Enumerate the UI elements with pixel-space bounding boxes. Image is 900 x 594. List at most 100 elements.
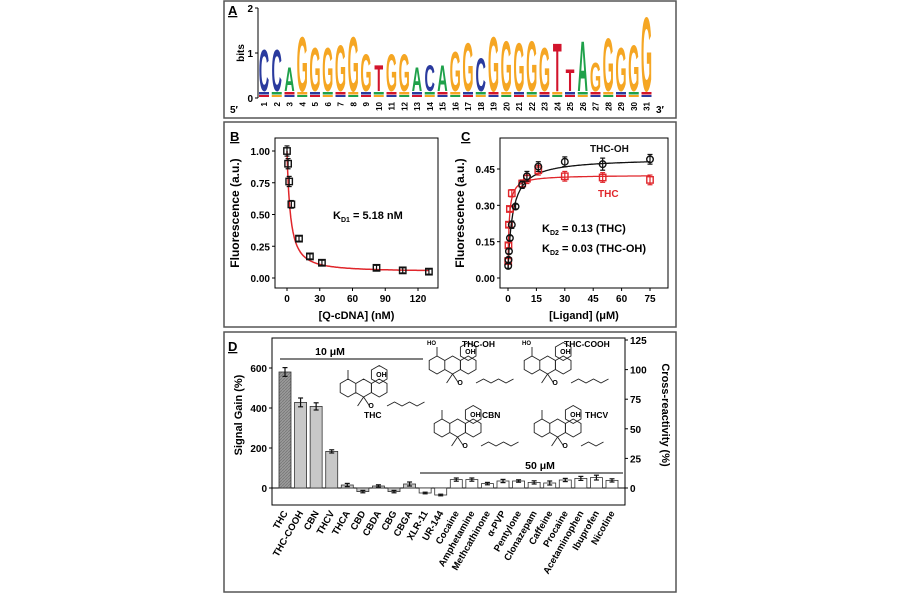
x-tick-label: 0 [284, 294, 290, 305]
logo-letter-G: G [488, 20, 499, 108]
minor-residue [450, 92, 461, 95]
minor-residue [463, 92, 473, 95]
position-label: 9 [362, 101, 371, 106]
minor-residue [437, 95, 448, 97]
data-point [507, 189, 516, 198]
minor-residue [271, 92, 282, 95]
data-point [507, 220, 516, 229]
data-point [425, 267, 433, 276]
data-point [598, 160, 607, 169]
data-point [518, 180, 527, 189]
minor-residue [539, 95, 550, 97]
panel-label-c: C [461, 129, 471, 144]
ring [564, 418, 582, 438]
logo-letter-G: G [539, 34, 550, 104]
minor-residue [361, 95, 371, 97]
y-tick-label: 0.25 [251, 242, 271, 253]
logo-letter-G: G [501, 26, 512, 106]
y2-tick-label: 125 [630, 336, 647, 347]
minor-residue [373, 95, 384, 97]
position-label: 1 [260, 101, 269, 106]
minor-residue [590, 95, 601, 97]
alkyl-chain [570, 378, 609, 384]
minor-residue [297, 92, 308, 95]
logo-letter-G: G [309, 34, 320, 104]
position-label: 6 [324, 101, 333, 106]
structure-THC-COOH: OH O HO THC-COOH [522, 339, 610, 387]
minor-residue [259, 95, 269, 97]
logo-letter-C: C [476, 50, 486, 101]
logo-letter-G: G [615, 34, 626, 104]
y-tick-label: 0.45 [476, 165, 496, 176]
oh-label: OH [570, 412, 581, 419]
minor-residue [335, 92, 346, 95]
position-label: 12 [400, 101, 409, 110]
bond [541, 373, 548, 384]
logo-letter-G: G [603, 24, 614, 107]
data-point [283, 147, 291, 155]
logo-letter-G: G [513, 29, 524, 107]
minor-residue [450, 95, 461, 97]
minor-residue [322, 92, 333, 95]
minor-residue [335, 95, 346, 97]
position-label: 19 [490, 101, 499, 110]
bond [551, 436, 558, 447]
minor-residue [463, 95, 473, 97]
structure-THC-OH: OH O HO THC-OH [427, 339, 514, 387]
alkyl-chain [475, 378, 514, 384]
panel-label-b: B [230, 129, 239, 144]
structure-label: THC-COOH [564, 339, 610, 349]
data-point [372, 263, 381, 272]
minor-residue [297, 95, 308, 97]
minor-residue [322, 95, 333, 97]
minor-residue [603, 95, 614, 97]
minor-residue [603, 92, 614, 95]
minor-residue [641, 92, 652, 95]
x-tick-label: 75 [644, 294, 656, 305]
panel-d-chart: 0 200 400 600 0 25 50 75 100 125 Signal Gain (%) Cr… [233, 336, 671, 576]
minor-residue [514, 95, 524, 97]
data-point [646, 175, 654, 184]
y2-tick-label: 75 [630, 395, 642, 406]
data-point [295, 234, 303, 243]
position-label: 30 [630, 101, 639, 110]
x-tick-label: 60 [616, 294, 628, 305]
structure-THCV: OH O THCV [533, 404, 608, 450]
bond [457, 436, 464, 447]
y2-tick-label: 0 [630, 484, 636, 495]
data-point [505, 234, 514, 243]
panel-label-a: A [228, 3, 238, 18]
data-point [511, 202, 520, 211]
logo-letter-C: C [272, 39, 282, 105]
panel-d-frame [223, 331, 677, 593]
x-axis-label: [Q-cDNA] (nM) [319, 310, 395, 322]
x-tick-label: 0 [505, 294, 511, 305]
minor-residue [437, 92, 448, 95]
o-label: O [552, 380, 558, 387]
data-point [285, 177, 294, 186]
x-tick-label: 90 [380, 294, 392, 305]
data-point [504, 255, 513, 264]
data-point [398, 266, 407, 275]
minor-residue [552, 95, 563, 97]
panel-bc-frame [223, 121, 677, 328]
x-tick-label: 30 [314, 294, 326, 305]
minor-residue [271, 95, 282, 97]
oh-label: OH [465, 349, 476, 356]
bond [452, 373, 459, 384]
kd-annotation: KD1 = 5.18 nM [333, 210, 403, 224]
minor-residue [475, 92, 486, 95]
ring [464, 418, 482, 438]
oh-label: OH [560, 349, 571, 356]
data-point [646, 155, 655, 164]
minor-residue [373, 92, 384, 95]
logo-letter-G: G [641, 0, 652, 115]
logo-letter-A: A [284, 60, 294, 99]
x-tick-label: 120 [410, 294, 427, 305]
minor-residue [565, 92, 575, 95]
minor-residue [412, 95, 422, 97]
data-point [306, 252, 314, 261]
y-axis-label: Signal Gain (%) [233, 374, 245, 455]
structure-label: THC-OH [462, 339, 495, 349]
